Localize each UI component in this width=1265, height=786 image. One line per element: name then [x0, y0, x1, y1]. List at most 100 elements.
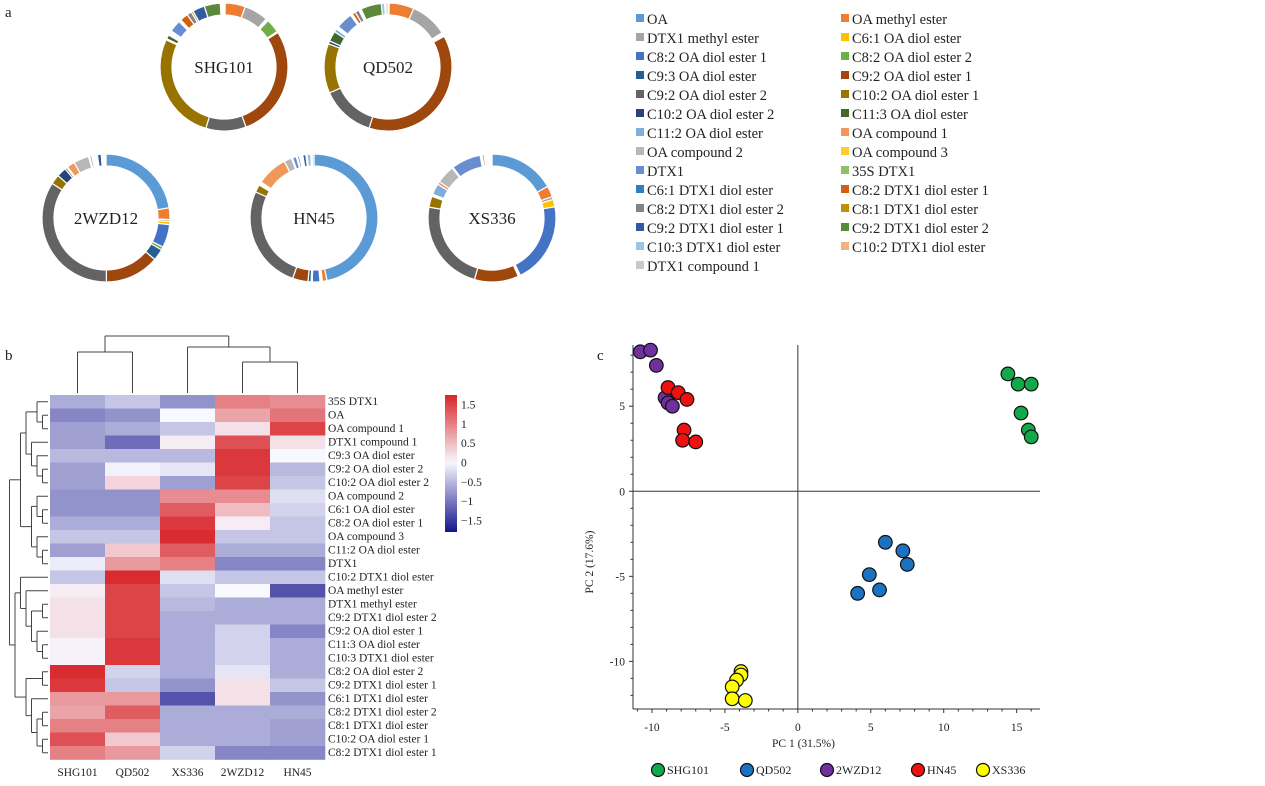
data-point: [643, 342, 658, 358]
data-point: [1000, 366, 1016, 382]
column-label: QD502: [116, 767, 150, 779]
heatmap-cell: [270, 516, 326, 531]
colorbar-tick-label: −0.5: [461, 477, 482, 489]
data-point: [679, 392, 695, 407]
legend-label: HN45: [927, 763, 956, 777]
heatmap-cell: [160, 584, 216, 598]
heatmap-cell: [50, 557, 106, 571]
legend-swatch: [841, 33, 849, 41]
legend-swatch: [636, 166, 644, 174]
legend-label: C10:2 OA diol ester 2: [647, 107, 774, 123]
heatmap-cell: [105, 665, 161, 679]
column-label: XS336: [172, 767, 204, 779]
row-label: OA: [328, 410, 345, 422]
heatmap-cell: [50, 408, 106, 423]
donut-slice: [408, 7, 443, 41]
heatmap-cell: [270, 732, 326, 747]
legend-swatch: [841, 204, 849, 212]
legend-item: 35S DTX1: [841, 164, 915, 180]
legend-swatch: [636, 90, 644, 98]
heatmap-cell: [50, 705, 106, 720]
heatmap-cell: [215, 692, 271, 706]
legend-item: HN45: [910, 762, 956, 778]
legend-swatch: [636, 242, 644, 250]
series-qd502: [850, 534, 915, 601]
heatmap-cell: [50, 422, 106, 436]
series-hn45: [660, 380, 704, 450]
y-tick-label: 0: [619, 486, 625, 498]
x-tick-label: -5: [720, 722, 730, 734]
donut-slice: [473, 264, 520, 283]
colorbar-tick-label: 1: [461, 419, 467, 431]
row-label: C9:2 DTX1 diol ester 2: [328, 612, 437, 624]
legend-item: OA: [636, 12, 668, 28]
heatmap-cell: [105, 408, 161, 423]
donut-hn45: HN45: [249, 153, 379, 283]
heatmap-cell: [50, 624, 106, 639]
heatmap-cell: [215, 719, 271, 733]
legend-swatch: [841, 147, 849, 155]
legend-swatch: [841, 166, 849, 174]
heatmap-cell: [270, 503, 326, 517]
heatmap-cell: [105, 624, 161, 639]
row-label: C8:2 DTX1 diol ester 2: [328, 707, 437, 719]
heatmap-cell: [105, 732, 161, 747]
heatmap-cell: [105, 611, 161, 625]
legend-item: SHG101: [650, 762, 709, 778]
heatmap-cell: [215, 651, 271, 666]
legend-label: DTX1: [647, 164, 684, 180]
donut-slice: [159, 38, 211, 130]
heatmap-cell: [270, 692, 326, 706]
donut-slice: [452, 154, 484, 178]
heatmap-cell: [215, 449, 271, 463]
heatmap-cell: [160, 570, 216, 585]
legend-marker: [650, 762, 666, 778]
panel-label-c: c: [597, 348, 604, 364]
legend-swatch: [841, 185, 849, 193]
legend-label: C9:2 OA diol ester 1: [852, 69, 972, 85]
colorbar: [445, 395, 457, 532]
legend-item: C10:2 DTX1 diol ester: [841, 240, 985, 256]
donut-slice: [490, 153, 493, 167]
heatmap-cell: [105, 705, 161, 720]
donut-slice: [260, 160, 291, 190]
row-label: C9:3 OA diol ester: [328, 450, 415, 462]
legend-item: DTX1 methyl ester: [636, 31, 759, 47]
legend-swatch: [841, 128, 849, 136]
legend-label: C8:2 DTX1 diol ester 2: [647, 202, 784, 218]
y-tick-label: -10: [610, 656, 626, 668]
heatmap-cell: [50, 692, 106, 706]
legend-item: C9:2 OA diol ester 2: [636, 88, 767, 104]
heatmap-cell: [270, 584, 326, 598]
heatmap-cell: [105, 651, 161, 666]
legend-label: DTX1 compound 1: [647, 259, 760, 275]
legend-item: OA compound 2: [636, 145, 743, 161]
heatmap-cell: [50, 516, 106, 531]
x-axis-label: PC 1 (31.5%): [772, 738, 835, 750]
legend-label: C11:2 OA diol ester: [647, 126, 763, 142]
column-label: SHG101: [57, 767, 98, 779]
legend-label: C8:1 DTX1 diol ester: [852, 202, 978, 218]
row-label: OA compound 2: [328, 491, 404, 503]
series-shg101: [1000, 366, 1039, 445]
heatmap-cell: [105, 422, 161, 436]
legend-label: C9:2 DTX1 diol ester 1: [647, 221, 784, 237]
heatmap-cell: [160, 692, 216, 706]
row-label: C9:2 OA diol ester 2: [328, 464, 423, 476]
data-point: [861, 567, 877, 583]
heatmap-cell: [105, 638, 161, 652]
series-xs336: [724, 664, 753, 708]
heatmap-cell: [270, 665, 326, 679]
legend-label: 2WZD12: [836, 763, 881, 777]
heatmap-cell: [105, 435, 161, 450]
legend-swatch: [636, 52, 644, 60]
row-label: C8:2 DTX1 diol ester 1: [328, 747, 437, 759]
x-tick-label: 15: [1011, 722, 1023, 734]
heatmap-cell: [50, 678, 106, 693]
legend-item: DTX1 compound 1: [636, 259, 760, 275]
heatmap-cell: [215, 489, 271, 504]
heatmap-cell: [50, 597, 106, 612]
heatmap-cell: [215, 611, 271, 625]
legend-item: C9:2 DTX1 diol ester 2: [841, 221, 989, 237]
donut-slice: [222, 2, 225, 16]
